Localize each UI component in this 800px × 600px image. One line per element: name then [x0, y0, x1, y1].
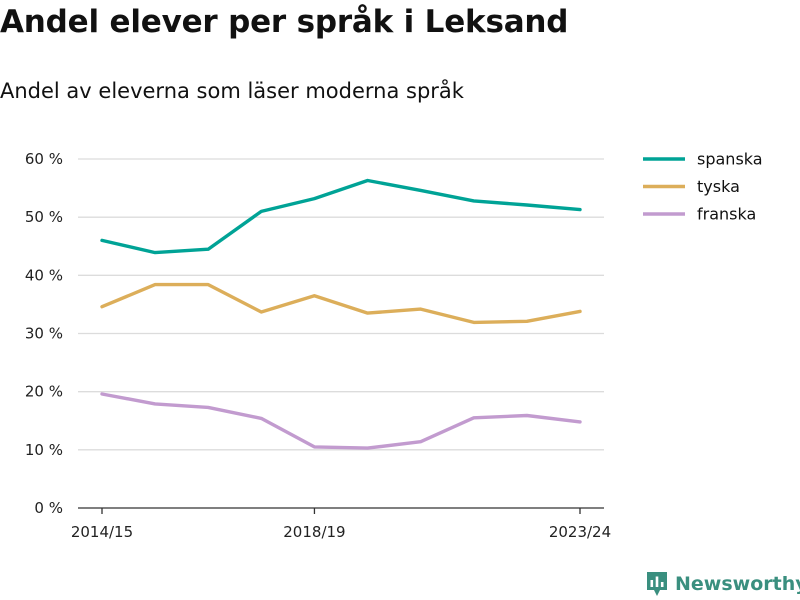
- y-tick-label: 60 %: [25, 150, 63, 168]
- chart-title: Andel elever per språk i Leksand: [0, 4, 569, 40]
- x-tick-label: 2023/24: [549, 523, 611, 541]
- series-line-spanska: [100, 178, 582, 255]
- legend: spanska tyska franska: [643, 150, 763, 224]
- legend-label-spanska: spanska: [697, 150, 763, 169]
- newsworthy-logo-icon: [647, 572, 667, 596]
- series-lines: [100, 178, 582, 450]
- x-axis: 2014/15 2018/19 2023/24: [71, 507, 611, 541]
- y-tick-label: 20 %: [25, 383, 63, 401]
- series-line-franska: [100, 392, 582, 450]
- x-tick-label: 2014/15: [71, 523, 133, 541]
- y-tick-label: 10 %: [25, 441, 63, 459]
- brand-name: Newsworthy: [675, 573, 800, 595]
- series-line-tyska: [100, 282, 582, 325]
- brand: Newsworthy: [645, 570, 800, 598]
- x-tick-label: 2018/19: [283, 523, 345, 541]
- legend-label-tyska: tyska: [697, 177, 740, 196]
- grid-lines: [78, 158, 604, 451]
- y-tick-label: 0 %: [34, 499, 63, 517]
- legend-label-franska: franska: [697, 205, 756, 224]
- y-tick-label: 30 %: [25, 325, 63, 343]
- chart-subtitle: Andel av eleverna som läser moderna språ…: [0, 79, 464, 103]
- y-axis: 0 % 10 % 20 % 30 % 40 % 50 % 60 %: [25, 150, 63, 517]
- y-tick-label: 40 %: [25, 266, 63, 284]
- y-tick-label: 50 %: [25, 208, 63, 226]
